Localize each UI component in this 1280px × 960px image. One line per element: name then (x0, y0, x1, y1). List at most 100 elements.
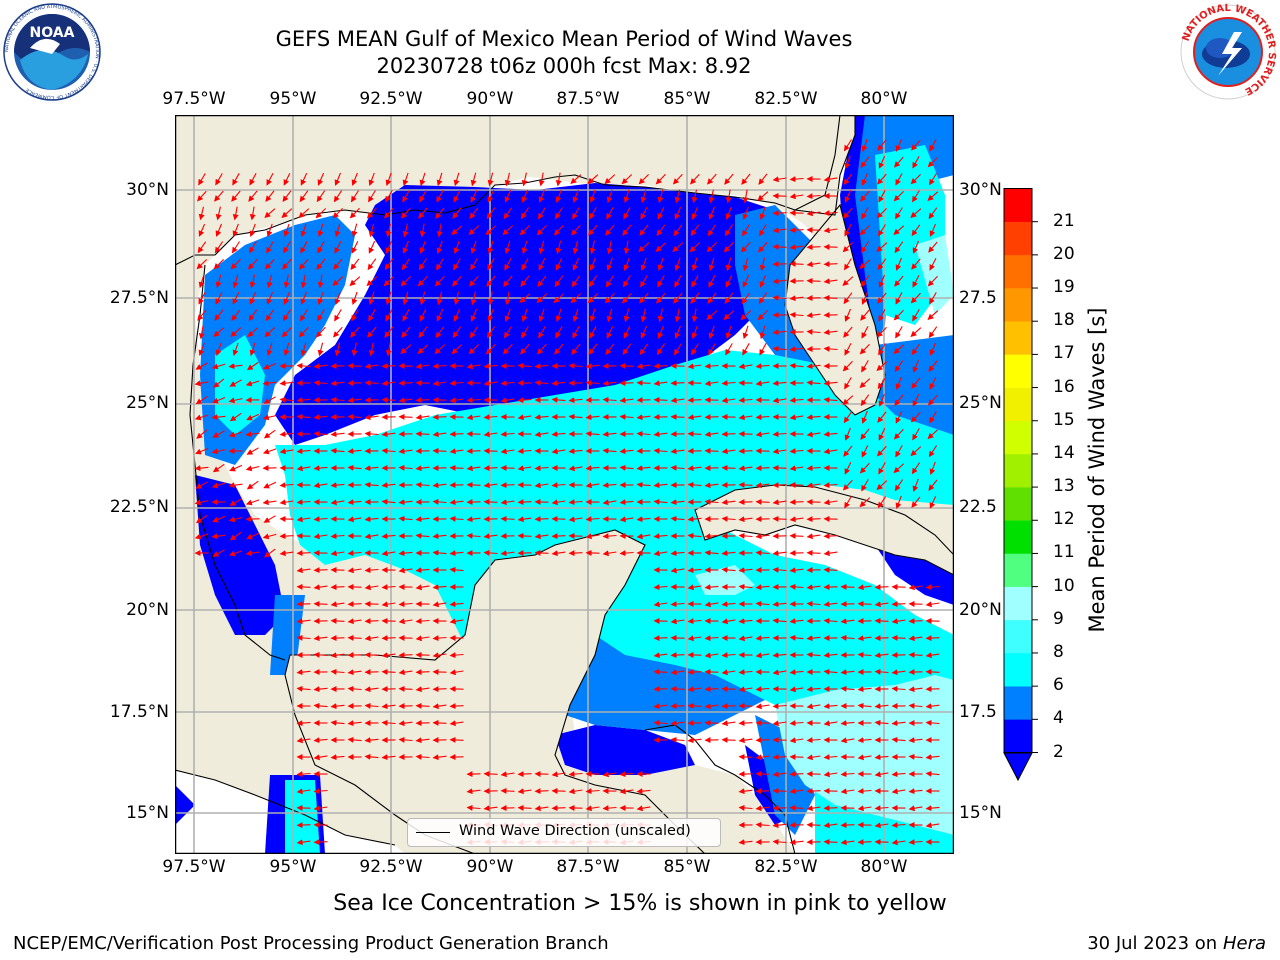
wind-wave-arrow (517, 516, 532, 523)
wind-wave-arrow (742, 343, 750, 356)
wind-wave-arrow (621, 292, 632, 304)
wind-wave-arrow (402, 190, 410, 203)
wind-wave-arrow (568, 397, 583, 404)
wind-wave-arrow (504, 308, 511, 323)
colorbar-tick-label: 12 (1053, 509, 1075, 530)
wind-wave-arrow (398, 685, 413, 692)
wind-wave-arrow (503, 207, 513, 220)
wind-wave-arrow (232, 223, 239, 237)
colorbar-segment (1004, 553, 1032, 587)
wind-wave-arrow (772, 448, 787, 455)
wind-wave-arrow (708, 189, 715, 204)
colorbar-tick-label: 9 (1053, 608, 1064, 629)
wind-wave-arrow (229, 464, 243, 472)
wind-wave-arrow (249, 342, 256, 357)
wind-wave-arrow (623, 275, 631, 288)
wind-wave-arrow (895, 138, 903, 152)
wind-wave-arrow (789, 227, 804, 234)
wind-wave-arrow (364, 414, 379, 421)
wind-wave-arrow (347, 550, 362, 557)
wind-wave-arrow (687, 567, 702, 574)
wind-wave-arrow (605, 343, 615, 355)
wind-wave-arrow (245, 550, 260, 557)
wind-wave-arrow (605, 224, 615, 236)
wind-wave-arrow (706, 242, 717, 253)
wind-wave-arrow (368, 291, 375, 306)
wind-wave-arrow (415, 618, 430, 625)
wind-wave-arrow (755, 363, 770, 370)
wind-wave-arrow (520, 343, 530, 355)
wind-wave-arrow (449, 431, 464, 438)
wind-wave-arrow (772, 227, 787, 234)
wind-wave-arrow (755, 770, 770, 777)
wind-wave-arrow (453, 172, 460, 187)
wind-wave-arrow (840, 634, 855, 641)
wind-wave-arrow (228, 363, 243, 370)
wind-wave-arrow (925, 652, 940, 659)
colorbar-tick-label: 8 (1053, 641, 1064, 662)
wind-wave-arrow (861, 479, 869, 492)
lat-label: 22.5 (959, 497, 997, 517)
wind-wave-arrow (504, 189, 512, 203)
wind-wave-arrow (860, 156, 870, 168)
wind-wave-arrow (466, 481, 481, 488)
colorbar-tick-label: 20 (1053, 243, 1075, 264)
wind-wave-arrow (415, 397, 430, 404)
wind-wave-arrow (691, 325, 698, 340)
wind-wave-arrow (398, 380, 413, 387)
wind-wave-arrow (844, 155, 851, 170)
wind-wave-arrow (806, 210, 821, 217)
wind-wave-arrow (402, 240, 410, 254)
wind-wave-arrow (823, 176, 838, 183)
wind-wave-arrow (249, 173, 257, 186)
wind-wave-arrow (534, 788, 549, 795)
wind-wave-arrow (466, 448, 481, 455)
wind-wave-arrow (927, 275, 938, 287)
wind-wave-arrow (568, 550, 583, 557)
wind-wave-arrow (230, 327, 242, 337)
wind-wave-arrow (364, 379, 379, 386)
wind-wave-arrow (687, 532, 702, 539)
wind-wave-arrow (759, 206, 766, 221)
wind-wave-arrow (330, 652, 345, 659)
lat-label: 27.5°N (109, 288, 169, 308)
wind-wave-arrow (381, 601, 396, 608)
wind-wave-arrow (229, 412, 242, 422)
lon-label: 85°W (663, 857, 711, 877)
wind-wave-arrow (619, 550, 634, 557)
wind-wave-arrow (572, 189, 579, 204)
wind-wave-arrow (806, 533, 821, 540)
wind-wave-arrow (500, 499, 515, 506)
wind-wave-arrow (929, 223, 937, 237)
wind-wave-arrow (842, 395, 854, 405)
wind-wave-arrow (398, 413, 413, 420)
wind-wave-arrow (877, 258, 887, 271)
wind-wave-arrow (435, 326, 445, 339)
wind-wave-arrow (368, 342, 375, 357)
wind-wave-arrow (704, 498, 719, 505)
wind-wave-arrow (246, 447, 259, 455)
wind-wave-arrow (725, 274, 733, 288)
wind-wave-arrow (263, 515, 276, 523)
wind-wave-arrow (912, 478, 919, 493)
wind-wave-arrow (468, 225, 480, 235)
wind-wave-arrow (487, 308, 494, 322)
wind-wave-arrow (789, 532, 804, 539)
wind-wave-arrow (436, 172, 443, 187)
wind-wave-arrow (758, 292, 768, 305)
wind-wave-arrow (415, 430, 430, 437)
wind-wave-arrow (772, 550, 787, 557)
lon-label: 87.5°W (556, 857, 620, 877)
wind-wave-arrow (823, 380, 838, 387)
wind-wave-arrow (249, 206, 256, 221)
wind-wave-arrow (381, 431, 396, 438)
wind-wave-arrow (589, 189, 596, 204)
wind-wave-arrow (639, 343, 649, 356)
wind-wave-arrow (519, 293, 531, 303)
lon-label: 97.5°W (162, 857, 226, 877)
wind-wave-arrow (313, 533, 328, 540)
wind-wave-arrow (198, 342, 205, 357)
wind-wave-arrow (401, 326, 411, 338)
wind-wave-arrow (823, 261, 838, 268)
wind-wave-arrow (843, 411, 853, 424)
